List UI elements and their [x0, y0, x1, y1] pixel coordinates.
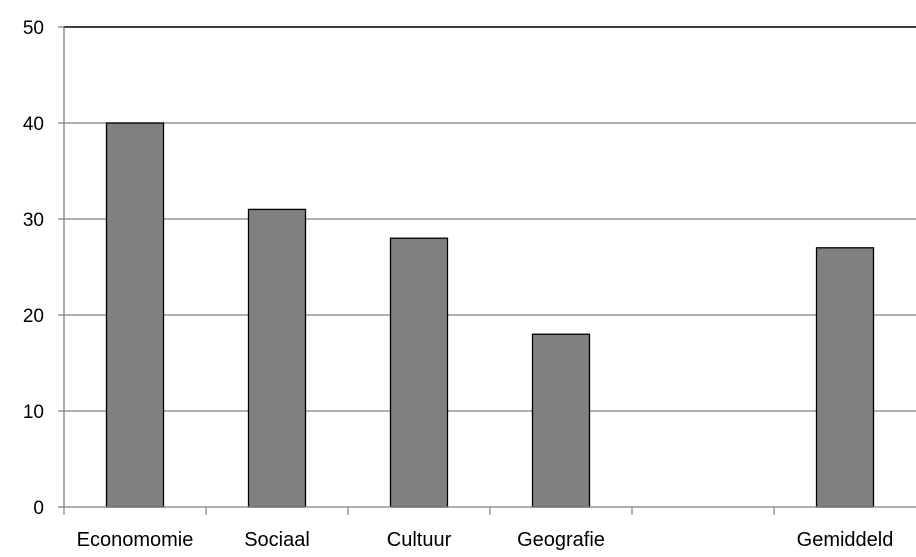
bars: [105, 122, 875, 508]
y-tick-label: 30: [23, 210, 44, 231]
x-tick-label: Economomie: [77, 529, 194, 551]
x-tick-label: Sociaal: [244, 529, 310, 551]
y-tick-label: 50: [23, 18, 44, 39]
bar: [389, 237, 449, 508]
bar: [105, 122, 165, 508]
y-tick-label: 10: [23, 402, 44, 423]
x-tick-label: Gemiddeld: [797, 529, 894, 551]
bar: [531, 333, 591, 508]
y-tick-label: 0: [33, 498, 44, 519]
gridlines: [64, 26, 916, 412]
y-tick-labels: 0 10 20 30 40 50: [23, 18, 44, 519]
axes: [58, 26, 916, 515]
y-tick-label: 40: [23, 114, 44, 135]
y-tick-label: 20: [23, 306, 44, 327]
bar: [247, 208, 307, 508]
x-tick-label: Cultuur: [387, 529, 452, 551]
bar: [815, 247, 875, 508]
x-tick-labels: Economomie Sociaal Cultuur Geografie Gemidde…: [77, 529, 894, 551]
x-tick-label: Geografie: [517, 529, 605, 551]
